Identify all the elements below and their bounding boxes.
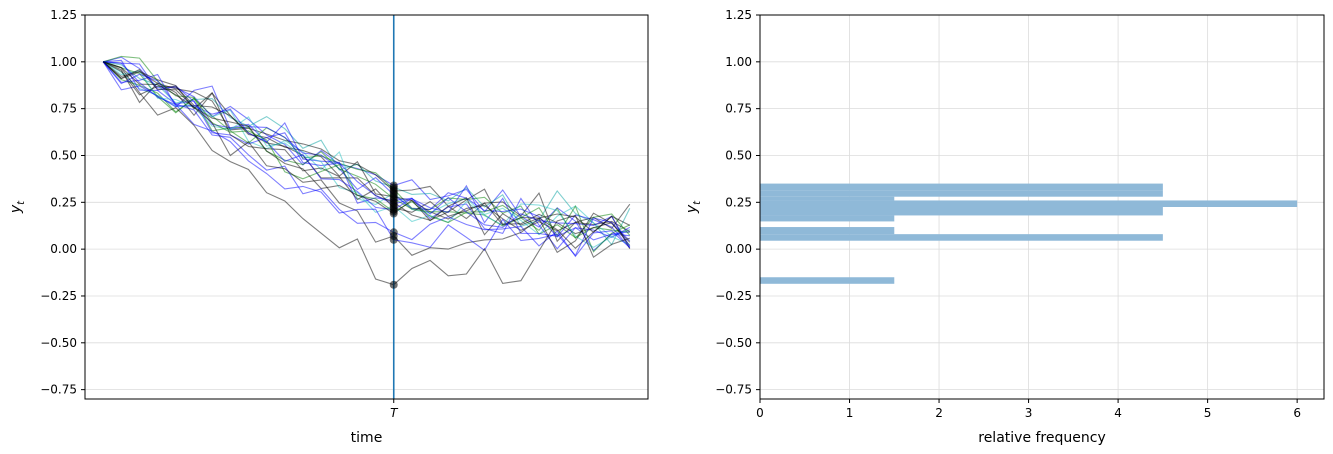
sample-path	[102, 61, 631, 236]
histogram-bar	[760, 277, 895, 284]
left-y-axis-label: yt	[8, 200, 27, 214]
right-x-tick-label: 6	[1293, 406, 1301, 420]
right-y-tick-label: 1.25	[725, 8, 752, 22]
histogram-bar	[760, 200, 1298, 207]
paths-panel: −0.75−0.50−0.250.000.250.500.751.001.25 …	[8, 8, 649, 446]
left-y-tick-label: 1.00	[50, 55, 77, 69]
right-x-tick-label: 4	[1114, 406, 1122, 420]
left-y-tick-label: −0.75	[40, 383, 77, 397]
left-x-tick-label: T	[390, 406, 399, 420]
histogram-bar	[760, 234, 1163, 241]
left-y-tick-label: −0.50	[40, 336, 77, 350]
sample-path	[103, 59, 631, 239]
left-x-ticks: T	[390, 399, 399, 420]
right-x-tick-label: 1	[846, 406, 854, 420]
right-x-ticks: 0 1 2 3 4 5 6	[756, 399, 1301, 420]
right-x-axis-label: relative frequency	[978, 430, 1105, 446]
right-x-tick-label: 0	[756, 406, 764, 420]
right-y-tick-label: 0.50	[725, 148, 752, 162]
right-y-tick-label: 0.25	[725, 195, 752, 209]
sample-path	[102, 61, 631, 258]
right-y-tick-label: 1.00	[725, 55, 752, 69]
histogram-bar	[760, 183, 1163, 191]
right-y-ticks: −0.75 −0.50 −0.25 0.00 0.25 0.50 0.75 1.00 1.25	[715, 8, 760, 397]
histogram-bar	[760, 215, 895, 222]
histogram-panel: −0.75−0.50−0.250.000.250.500.751.001.25 …	[684, 8, 1325, 446]
histogram-bar	[760, 227, 895, 235]
sample-path	[102, 61, 631, 243]
right-axes-frame	[759, 14, 1325, 400]
T-value-marker	[389, 280, 398, 289]
sample-path	[103, 61, 630, 286]
sample-path	[103, 61, 631, 257]
left-y-tick-label: 0.25	[50, 195, 77, 209]
histogram-bars	[760, 183, 1298, 284]
left-y-tick-label: 0.75	[50, 102, 77, 116]
sample-path	[102, 61, 630, 238]
left-y-tick-label: −0.25	[40, 289, 77, 303]
T-value-marker	[389, 235, 398, 244]
T-value-markers	[389, 181, 398, 289]
sample-path	[103, 61, 631, 246]
right-y-tick-label: −0.50	[715, 336, 752, 350]
histogram-bar	[760, 190, 1163, 197]
T-value-marker	[389, 209, 398, 218]
sample-path	[103, 61, 631, 256]
left-y-tick-label: 0.00	[50, 242, 77, 256]
right-x-tick-label: 5	[1204, 406, 1212, 420]
right-y-tick-label: 0.75	[725, 102, 752, 116]
histogram-bar	[760, 196, 895, 201]
sample-path	[103, 61, 631, 240]
sample-path	[102, 61, 631, 246]
left-y-tick-label: 1.25	[50, 8, 77, 22]
left-y-tick-label: 0.50	[50, 148, 77, 162]
left-x-axis-label: time	[351, 430, 383, 446]
right-y-tick-label: −0.25	[715, 289, 752, 303]
right-x-tick-label: 3	[1025, 406, 1033, 420]
sample-path	[102, 61, 630, 239]
right-y-tick-label: 0.00	[725, 242, 752, 256]
histogram-bar	[760, 207, 1163, 216]
sample-path	[103, 55, 631, 253]
sample-path	[103, 61, 630, 250]
right-y-axis-label: yt	[684, 200, 703, 214]
right-x-tick-label: 2	[935, 406, 943, 420]
left-y-ticks: −0.75 −0.50 −0.25 0.00 0.25 0.50 0.75 1.00 1.25	[40, 8, 85, 397]
sample-path	[102, 61, 631, 232]
right-y-tick-label: −0.75	[715, 383, 752, 397]
sample-paths	[102, 55, 631, 286]
left-axes-frame	[84, 14, 649, 400]
